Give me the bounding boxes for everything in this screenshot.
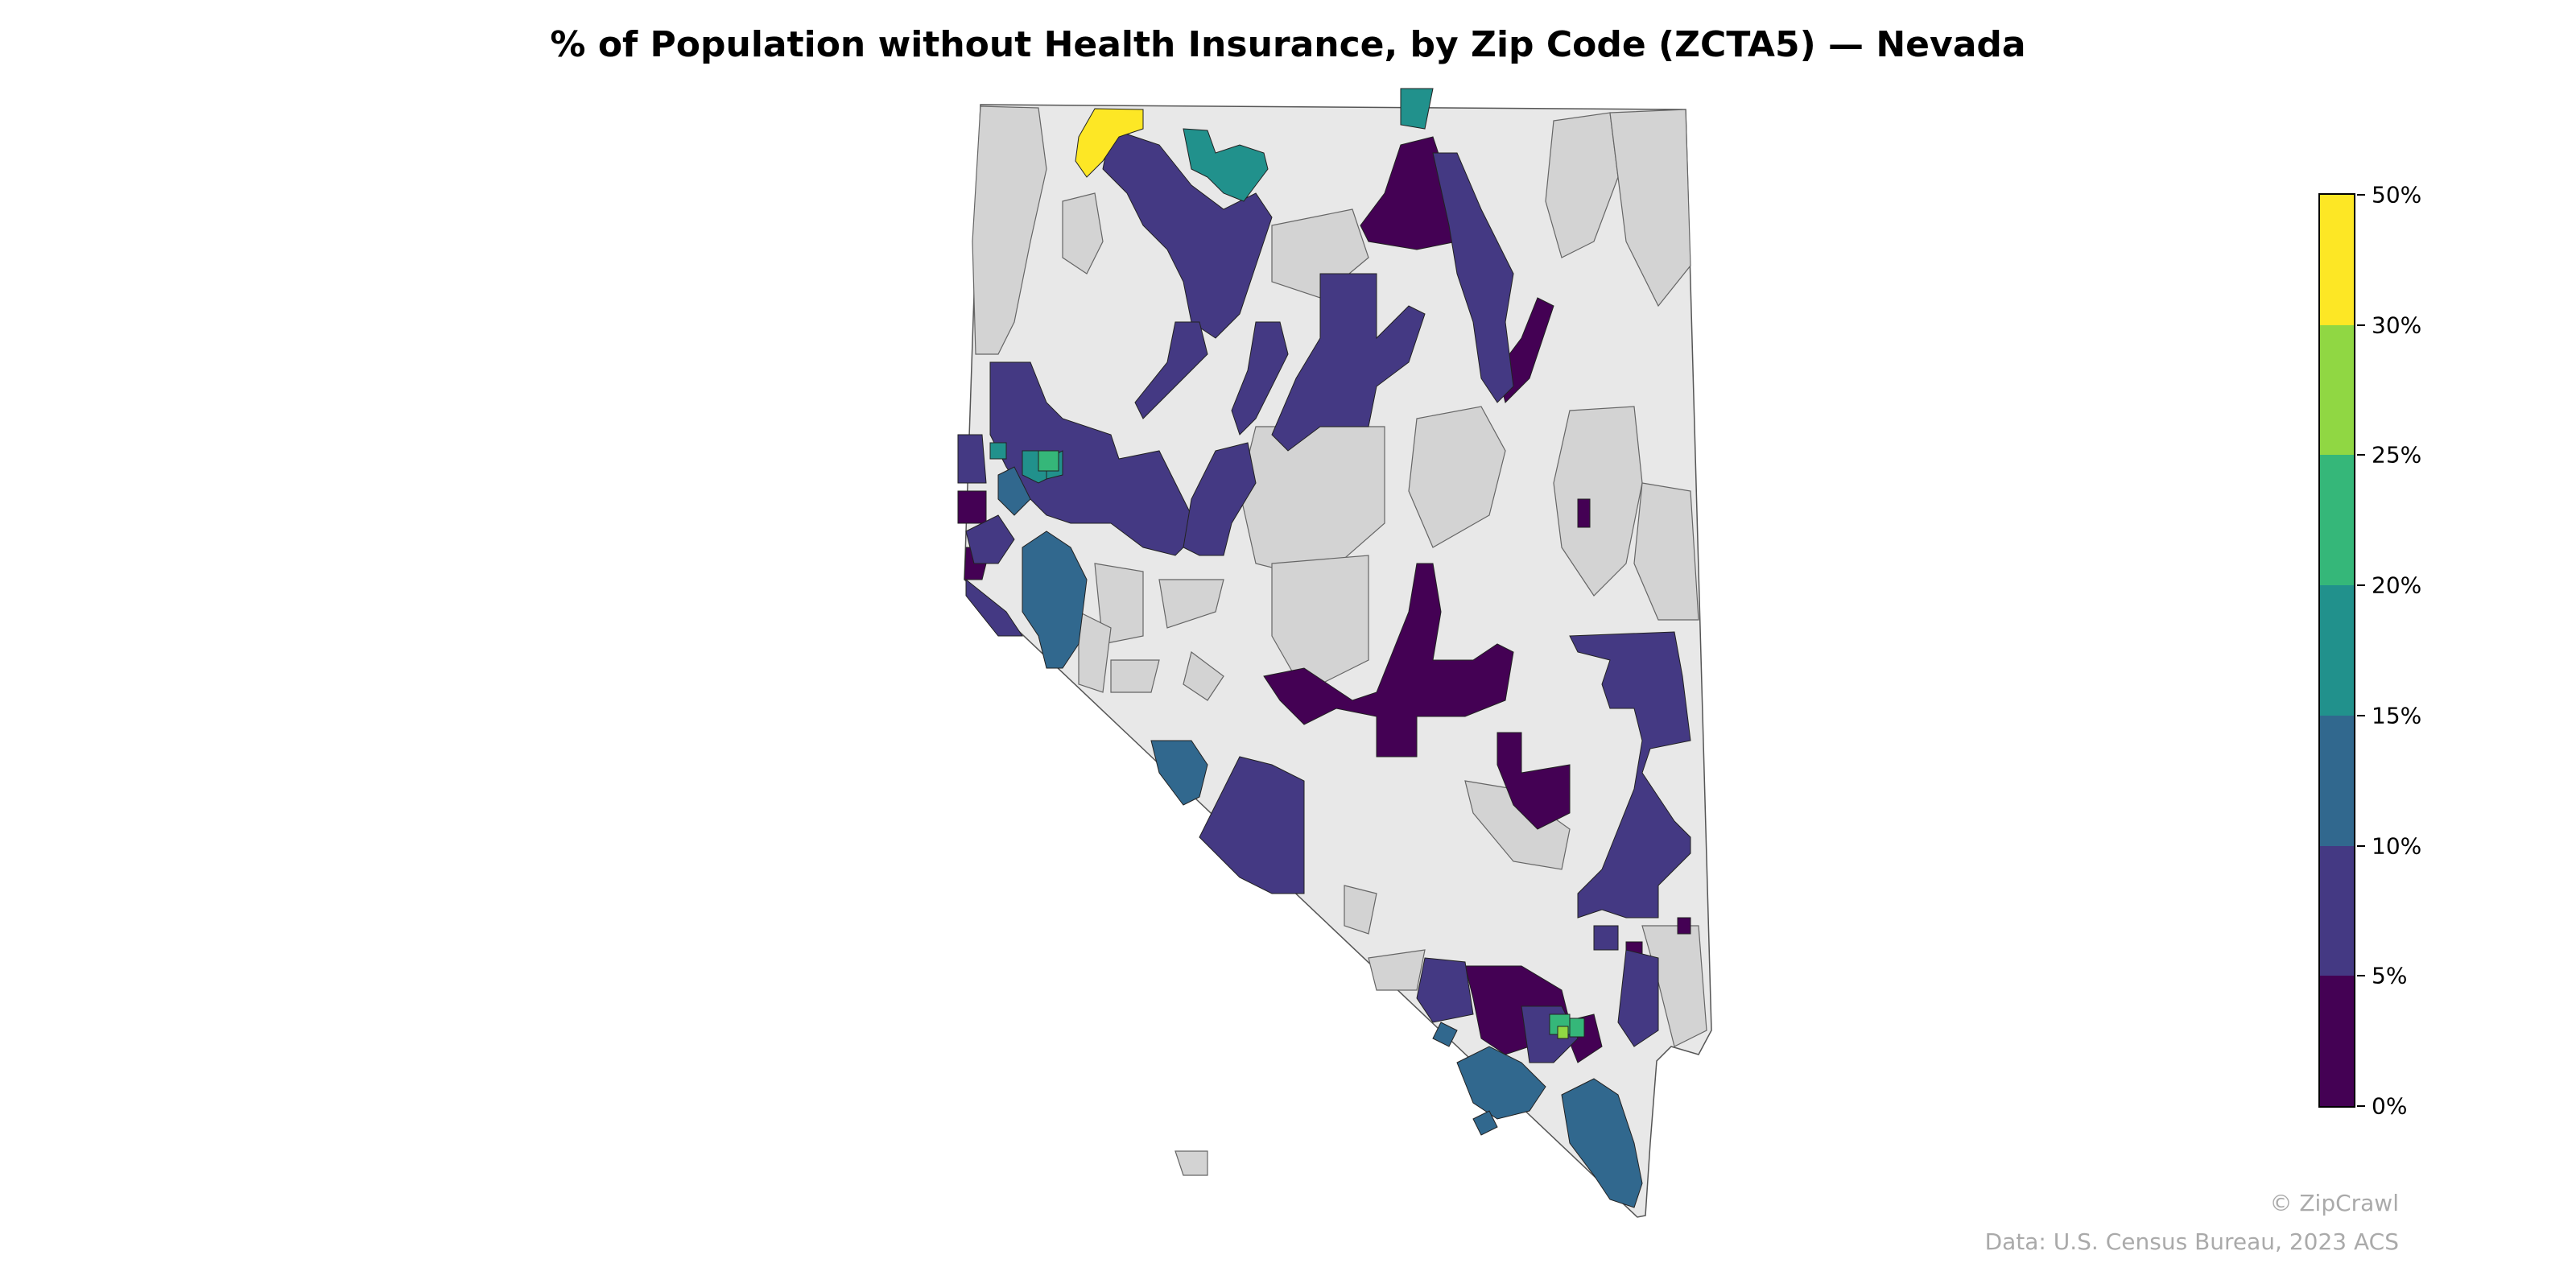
legend-tick-label: 5% (2372, 962, 2408, 989)
legend-band (2320, 455, 2354, 586)
legend-tick (2357, 454, 2365, 456)
legend-tick-label: 30% (2372, 312, 2422, 339)
legend-tick-label: 25% (2372, 441, 2422, 469)
legend-tick (2357, 714, 2365, 716)
legend-tick (2357, 584, 2365, 587)
map-title: % of Population without Health Insurance… (550, 24, 2026, 65)
legend-band (2320, 715, 2354, 846)
legend-tick-label: 10% (2372, 832, 2422, 860)
color-legend (2318, 193, 2355, 1108)
regions-30-50 (1075, 108, 1144, 178)
legend-tick (2357, 975, 2365, 977)
legend-tick (2357, 844, 2365, 847)
legend-tick (2357, 194, 2365, 196)
regions-10-15 (997, 466, 1643, 1208)
no-data-regions (972, 105, 1707, 1176)
legend-tick-label: 0% (2372, 1092, 2408, 1120)
legend-tick (2357, 1105, 2365, 1107)
legend-band (2320, 845, 2354, 976)
legend-band (2320, 585, 2354, 716)
legend-tick-label: 20% (2372, 572, 2422, 599)
legend-tick-label: 15% (2372, 702, 2422, 729)
legend-tick (2357, 324, 2365, 326)
source-credit: Data: U.S. Census Bureau, 2023 ACS (1984, 1228, 2399, 1255)
legend-tick-label: 50% (2372, 181, 2422, 208)
legend-band (2320, 976, 2354, 1106)
brand-credit: © ZipCrawl (2269, 1190, 2399, 1216)
legend-band (2320, 324, 2354, 456)
regions-5-10 (957, 128, 1691, 1063)
regions-25-30 (1557, 1026, 1569, 1039)
legend-band (2320, 195, 2354, 325)
